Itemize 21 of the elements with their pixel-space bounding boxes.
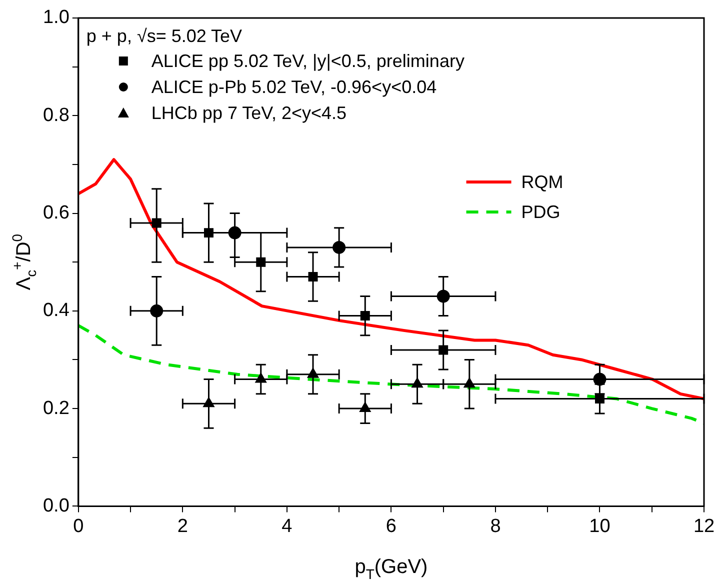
y-tick-label: 0.4 — [42, 300, 70, 322]
x-tick-label: 0 — [73, 516, 84, 537]
y-tick-label: 0.2 — [42, 398, 70, 419]
line-series — [78, 324, 704, 425]
x-tick-label: 4 — [282, 516, 293, 537]
legend-label: ALICE pp 5.02 TeV, |y|<0.5, preliminary — [151, 51, 464, 71]
y-tick-label: 0.6 — [42, 202, 70, 224]
x-tick-label: 2 — [177, 516, 188, 537]
y-tick-label: 1.0 — [42, 7, 70, 28]
x-tick-label: 10 — [589, 516, 610, 537]
y-tick-label: 0.8 — [42, 104, 70, 126]
legend-label: PDG — [521, 202, 560, 222]
legend-label: ALICE p-Pb 5.02 TeV, -0.96<y<0.04 — [151, 77, 437, 97]
legend-label: LHCb pp 7 TeV, 2<y<4.5 — [151, 103, 347, 123]
x-tick-label: 6 — [386, 516, 396, 537]
annotation: p + p, √s= 5.02 TeV — [86, 26, 242, 46]
y-tick-label: 0.0 — [42, 495, 70, 516]
x-tick-label: 12 — [693, 516, 715, 537]
x-tick-label: 8 — [490, 516, 501, 537]
y-axis-title: Λc+/D0 — [9, 234, 39, 290]
legend-label: RQM — [521, 172, 564, 192]
